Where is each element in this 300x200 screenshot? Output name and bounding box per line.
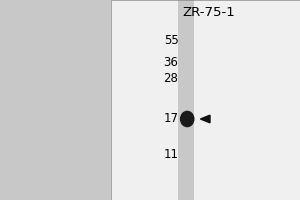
- Text: 11: 11: [164, 148, 178, 160]
- FancyBboxPatch shape: [111, 0, 300, 200]
- Text: 36: 36: [164, 55, 178, 68]
- Text: ZR-75-1: ZR-75-1: [182, 5, 235, 19]
- Text: 28: 28: [164, 72, 178, 84]
- Text: 55: 55: [164, 33, 178, 46]
- Polygon shape: [200, 115, 210, 123]
- FancyBboxPatch shape: [178, 0, 194, 200]
- Text: 17: 17: [164, 112, 178, 126]
- Ellipse shape: [181, 111, 194, 127]
